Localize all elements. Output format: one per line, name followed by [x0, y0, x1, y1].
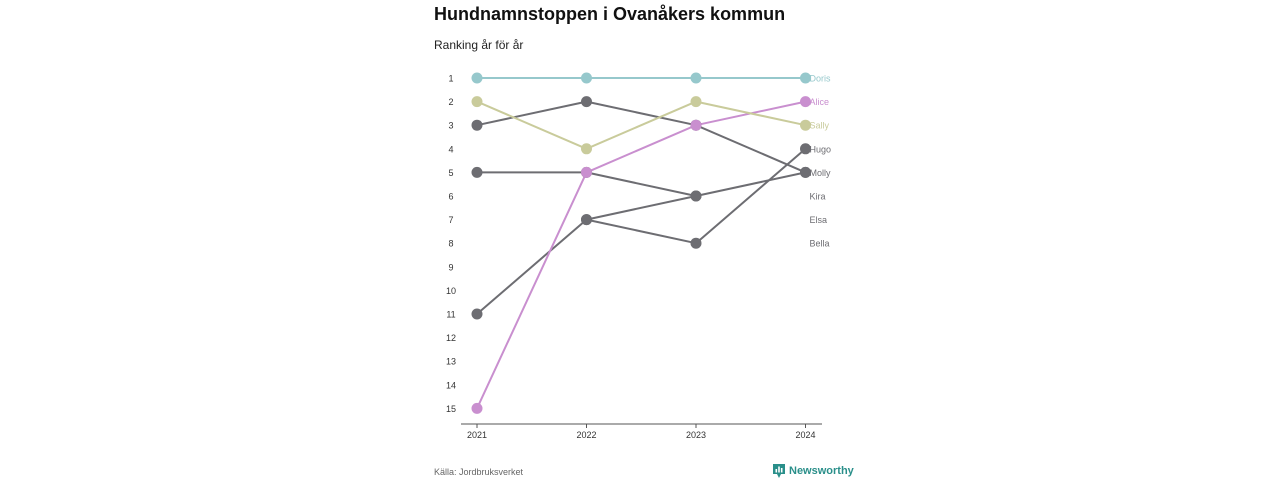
point-molly[interactable]: [581, 96, 592, 108]
series-line-alice: [476, 100, 806, 409]
y-tick-label: 3: [448, 121, 453, 131]
point-elsa[interactable]: [581, 214, 592, 226]
chart-icon: [773, 464, 785, 478]
y-tick-label: 1: [448, 74, 453, 84]
y-tick-label: 10: [446, 286, 456, 296]
x-tick-label: 2021: [467, 430, 487, 440]
y-tick-label: 15: [446, 404, 456, 414]
point-doris[interactable]: [581, 72, 592, 84]
series-line-hugo: [476, 148, 807, 315]
brand-name: Newsworthy: [789, 465, 854, 477]
y-tick-label: 6: [448, 192, 453, 202]
point-alice[interactable]: [471, 402, 483, 414]
end-label-bella: Bella: [810, 239, 830, 249]
point-doris[interactable]: [690, 72, 702, 84]
point-sally[interactable]: [800, 119, 811, 131]
point-molly[interactable]: [471, 119, 483, 131]
point-hugo[interactable]: [690, 237, 702, 249]
y-tick-label: 11: [446, 310, 455, 320]
end-label-kira: Kira: [810, 192, 826, 202]
point-elsa[interactable]: [690, 190, 702, 202]
point-hugo[interactable]: [800, 143, 811, 155]
source-note: Källa: Jordbruksverket: [434, 467, 524, 477]
point-sally[interactable]: [581, 143, 592, 155]
series-points: [471, 72, 811, 414]
y-tick-label: 4: [448, 144, 453, 154]
point-kira[interactable]: [800, 166, 811, 178]
series-line-kira: [477, 171, 806, 197]
point-doris[interactable]: [471, 72, 483, 84]
point-alice[interactable]: [581, 166, 592, 178]
point-sally[interactable]: [690, 96, 702, 108]
x-tick-label: 2024: [795, 430, 815, 440]
y-tick-label: 9: [448, 262, 453, 272]
y-tick-label: 5: [448, 168, 453, 178]
series-lines: [476, 77, 807, 409]
series-line-molly: [476, 100, 806, 174]
y-tick-label: 14: [446, 380, 456, 390]
end-label-alice: Alice: [810, 97, 830, 107]
point-hugo[interactable]: [471, 308, 483, 320]
end-labels: Doris Alice Sally Hugo Molly Kira Elsa Bella: [810, 74, 832, 249]
point-kira[interactable]: [471, 166, 483, 178]
chart-title: Hundnamnstoppen i Ovanåkers kommun: [434, 4, 786, 24]
series-line-sally: [476, 100, 806, 150]
x-tick-label: 2023: [686, 430, 706, 440]
y-tick-label: 2: [448, 97, 453, 107]
end-label-doris: Doris: [810, 74, 832, 84]
y-tick-label: 8: [448, 239, 453, 249]
y-tick-label: 12: [446, 333, 456, 343]
point-doris[interactable]: [800, 72, 811, 84]
x-axis: 2021 2022 2023 2024: [461, 423, 822, 440]
point-alice[interactable]: [800, 96, 811, 108]
end-label-elsa: Elsa: [810, 215, 828, 225]
point-alice[interactable]: [690, 119, 702, 131]
end-label-sally: Sally: [810, 121, 830, 131]
point-sally[interactable]: [471, 96, 483, 108]
end-label-hugo: Hugo: [810, 144, 832, 154]
series-line-elsa: [586, 195, 697, 221]
chart-subtitle: Ranking år för år: [434, 38, 524, 52]
y-tick-label: 13: [446, 357, 456, 367]
brand-logo[interactable]: Newsworthy: [773, 464, 854, 478]
y-tick-label: 7: [448, 215, 453, 225]
x-tick-label: 2022: [576, 430, 596, 440]
end-label-molly: Molly: [810, 168, 832, 178]
